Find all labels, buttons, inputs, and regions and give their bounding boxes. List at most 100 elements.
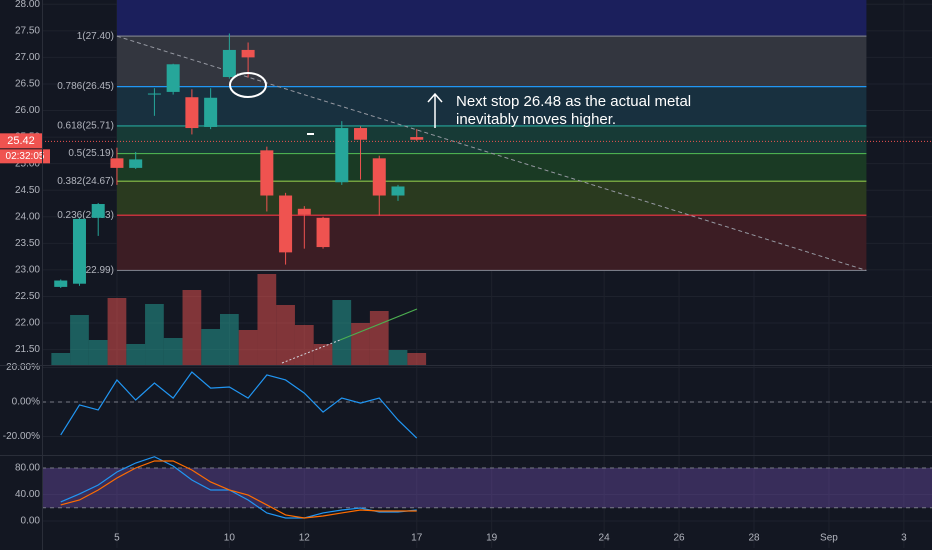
y-tick-label: 22.00 — [15, 318, 40, 329]
x-tick-label: 12 — [299, 533, 311, 544]
x-tick-label: 5 — [114, 533, 120, 544]
volume-bar — [145, 304, 164, 365]
price-tag — [0, 133, 42, 149]
x-tick-label: 10 — [224, 533, 236, 544]
y-tick-label: -20.00% — [3, 431, 40, 442]
candle-body — [354, 128, 368, 140]
candle-body — [260, 150, 274, 196]
volume-trend — [339, 308, 418, 341]
y-tick-label: 27.00 — [15, 52, 40, 63]
series-line — [60, 456, 417, 519]
candle-body — [204, 97, 218, 127]
x-tick-label: Sep — [820, 533, 838, 544]
x-tick-label: 26 — [673, 533, 685, 544]
countdown-label: 02:32:05 — [6, 151, 45, 162]
x-tick-label: 17 — [411, 533, 423, 544]
fib-band — [116, 36, 867, 87]
candle-body — [410, 137, 424, 140]
x-tick-label: 3 — [901, 533, 907, 544]
x-tick-label: 28 — [748, 533, 760, 544]
y-tick-label: 24.50 — [15, 185, 40, 196]
volume-bar — [220, 314, 239, 365]
candle-body — [279, 195, 293, 253]
y-tick-label: 22.50 — [15, 291, 40, 302]
volume-bar — [257, 274, 277, 365]
fib-band — [116, 181, 867, 216]
candle-body — [185, 97, 199, 129]
volume-bar — [107, 298, 127, 365]
candle-body — [91, 204, 105, 218]
annotation: Next stop 26.48 as the actual metal — [456, 93, 691, 110]
series-line — [60, 460, 417, 519]
y-tick-label: 28.00 — [15, 0, 40, 10]
candle-body — [297, 208, 311, 215]
candle-body — [335, 128, 349, 183]
volume-bar — [182, 290, 202, 365]
volume-bar — [294, 325, 314, 365]
volume-bar — [407, 353, 427, 365]
fib-label: 0.236(24.03) — [57, 210, 114, 221]
marker — [307, 133, 314, 135]
y-tick-label: 24.00 — [15, 211, 40, 222]
x-tick-label: 24 — [599, 533, 611, 544]
volume-bar — [163, 338, 183, 365]
band — [42, 467, 932, 508]
candle-body — [54, 280, 68, 287]
fib-label: 0.382(24.67) — [57, 176, 114, 187]
fib-band — [116, 215, 867, 271]
y-tick-label: 26.50 — [15, 79, 40, 90]
y-tick-label: 27.50 — [15, 25, 40, 36]
candle-body — [316, 217, 330, 248]
y-tick-label: 0.00% — [12, 397, 40, 408]
highlight-ellipse — [229, 72, 267, 98]
trendline — [116, 35, 867, 271]
y-tick-label: 25.00 — [15, 158, 40, 169]
fib-band — [116, 86, 867, 126]
volume-bar — [201, 329, 220, 365]
volume-bar — [313, 344, 333, 365]
volume-bar — [51, 353, 71, 365]
volume-bar — [126, 344, 146, 365]
price-tag-label: 25.42 — [7, 135, 35, 147]
candle-body — [147, 93, 161, 95]
candle-body — [372, 158, 386, 196]
fib-band — [116, 153, 867, 182]
y-tick-label: 40.00 — [15, 489, 40, 500]
fib-label: 0(22.99) — [77, 265, 114, 276]
candle-body — [391, 186, 405, 196]
volume-bar — [369, 311, 389, 365]
volume-bar — [332, 300, 352, 365]
y-tick-label: 20.00% — [6, 362, 40, 373]
y-tick-label: 23.00 — [15, 265, 40, 276]
candle-body — [166, 64, 180, 92]
x-tick-label: 19 — [486, 533, 498, 544]
annotation: inevitably moves higher. — [456, 111, 616, 128]
series-line — [60, 371, 418, 439]
candle-body — [110, 158, 124, 168]
fib-label: 0.618(25.71) — [57, 121, 114, 132]
y-tick-label: 23.50 — [15, 238, 40, 249]
fib-label: 0.5(25.19) — [68, 148, 114, 159]
countdown-tag — [0, 149, 50, 164]
fib-label: 1(27.40) — [77, 31, 114, 42]
candle-body — [222, 49, 236, 78]
volume-bar — [238, 330, 258, 365]
volume-bar — [388, 350, 408, 365]
volume-bar — [88, 340, 108, 365]
y-tick-label: 21.50 — [15, 344, 40, 355]
fib-label: 0.786(26.45) — [57, 81, 114, 92]
candle-body — [129, 159, 143, 168]
y-tick-label: 80.00 — [15, 463, 40, 474]
candle-body — [241, 49, 255, 58]
volume-bar — [276, 305, 295, 365]
volume-bar — [70, 315, 89, 365]
fib-band — [116, 125, 867, 154]
fib-top-band — [116, 0, 867, 37]
arrow — [427, 92, 443, 128]
y-tick-label: 0.00 — [21, 516, 41, 527]
candle-body — [72, 218, 86, 284]
y-tick-label: 26.00 — [15, 105, 40, 116]
